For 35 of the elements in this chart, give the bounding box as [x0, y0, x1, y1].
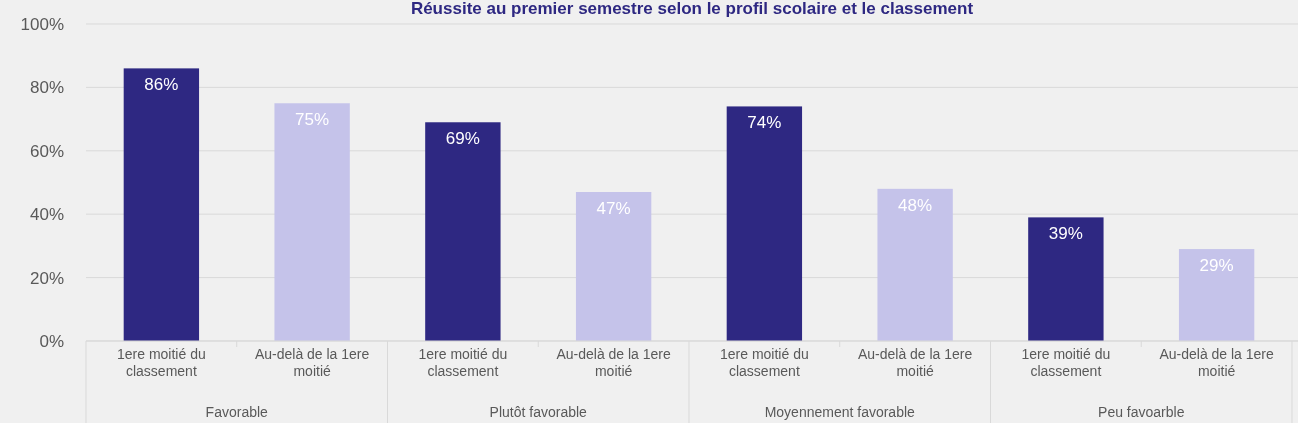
x-tick-label: Au-delà de la 1ere moitié — [1159, 346, 1275, 379]
bar — [425, 122, 501, 341]
data-label: 48% — [898, 195, 933, 215]
y-tick-label: 100% — [20, 14, 64, 34]
text: Peu favoarble — [1098, 404, 1185, 420]
text: Favorable — [205, 404, 269, 420]
bar — [877, 188, 953, 341]
bar — [1178, 249, 1255, 341]
x-tick-label: 1ere moitié du classement — [720, 346, 809, 379]
bar — [1028, 217, 1104, 341]
data-label: 86% — [144, 75, 179, 95]
data-label: 75% — [295, 110, 330, 130]
text: Moyennement favorable — [764, 404, 916, 420]
bar — [726, 106, 803, 341]
x-tick-label: 1ere moitié du classement — [117, 346, 206, 379]
y-tick-label: 80% — [29, 78, 64, 98]
x-tick-label: Au-delà de la 1ere moitié — [254, 346, 370, 379]
x-tick-label: 1ere moitié du classement — [418, 346, 508, 379]
bar — [123, 68, 200, 341]
data-label: 47% — [596, 199, 631, 219]
x-tick-label: 1ere moitié du classement — [1021, 346, 1111, 379]
y-tick-label: 40% — [29, 205, 64, 225]
bar — [274, 103, 350, 341]
x-tick-label: Au-delà de la 1ere moitié — [556, 346, 672, 379]
x-tick-label: Au-delà de la 1ere moitié — [857, 346, 973, 379]
data-label: 39% — [1048, 224, 1083, 244]
data-label: 74% — [747, 113, 782, 133]
bar — [575, 192, 652, 341]
chart-title: Réussite au premier semestre selon le profil scolaire et le classement — [410, 0, 974, 18]
y-tick-label: 20% — [29, 268, 64, 288]
data-label: 29% — [1199, 256, 1234, 276]
y-tick-label: 60% — [29, 141, 64, 161]
y-tick-label: 0% — [39, 331, 64, 351]
text: Plutôt favorable — [489, 404, 588, 420]
data-label: 69% — [445, 129, 480, 149]
